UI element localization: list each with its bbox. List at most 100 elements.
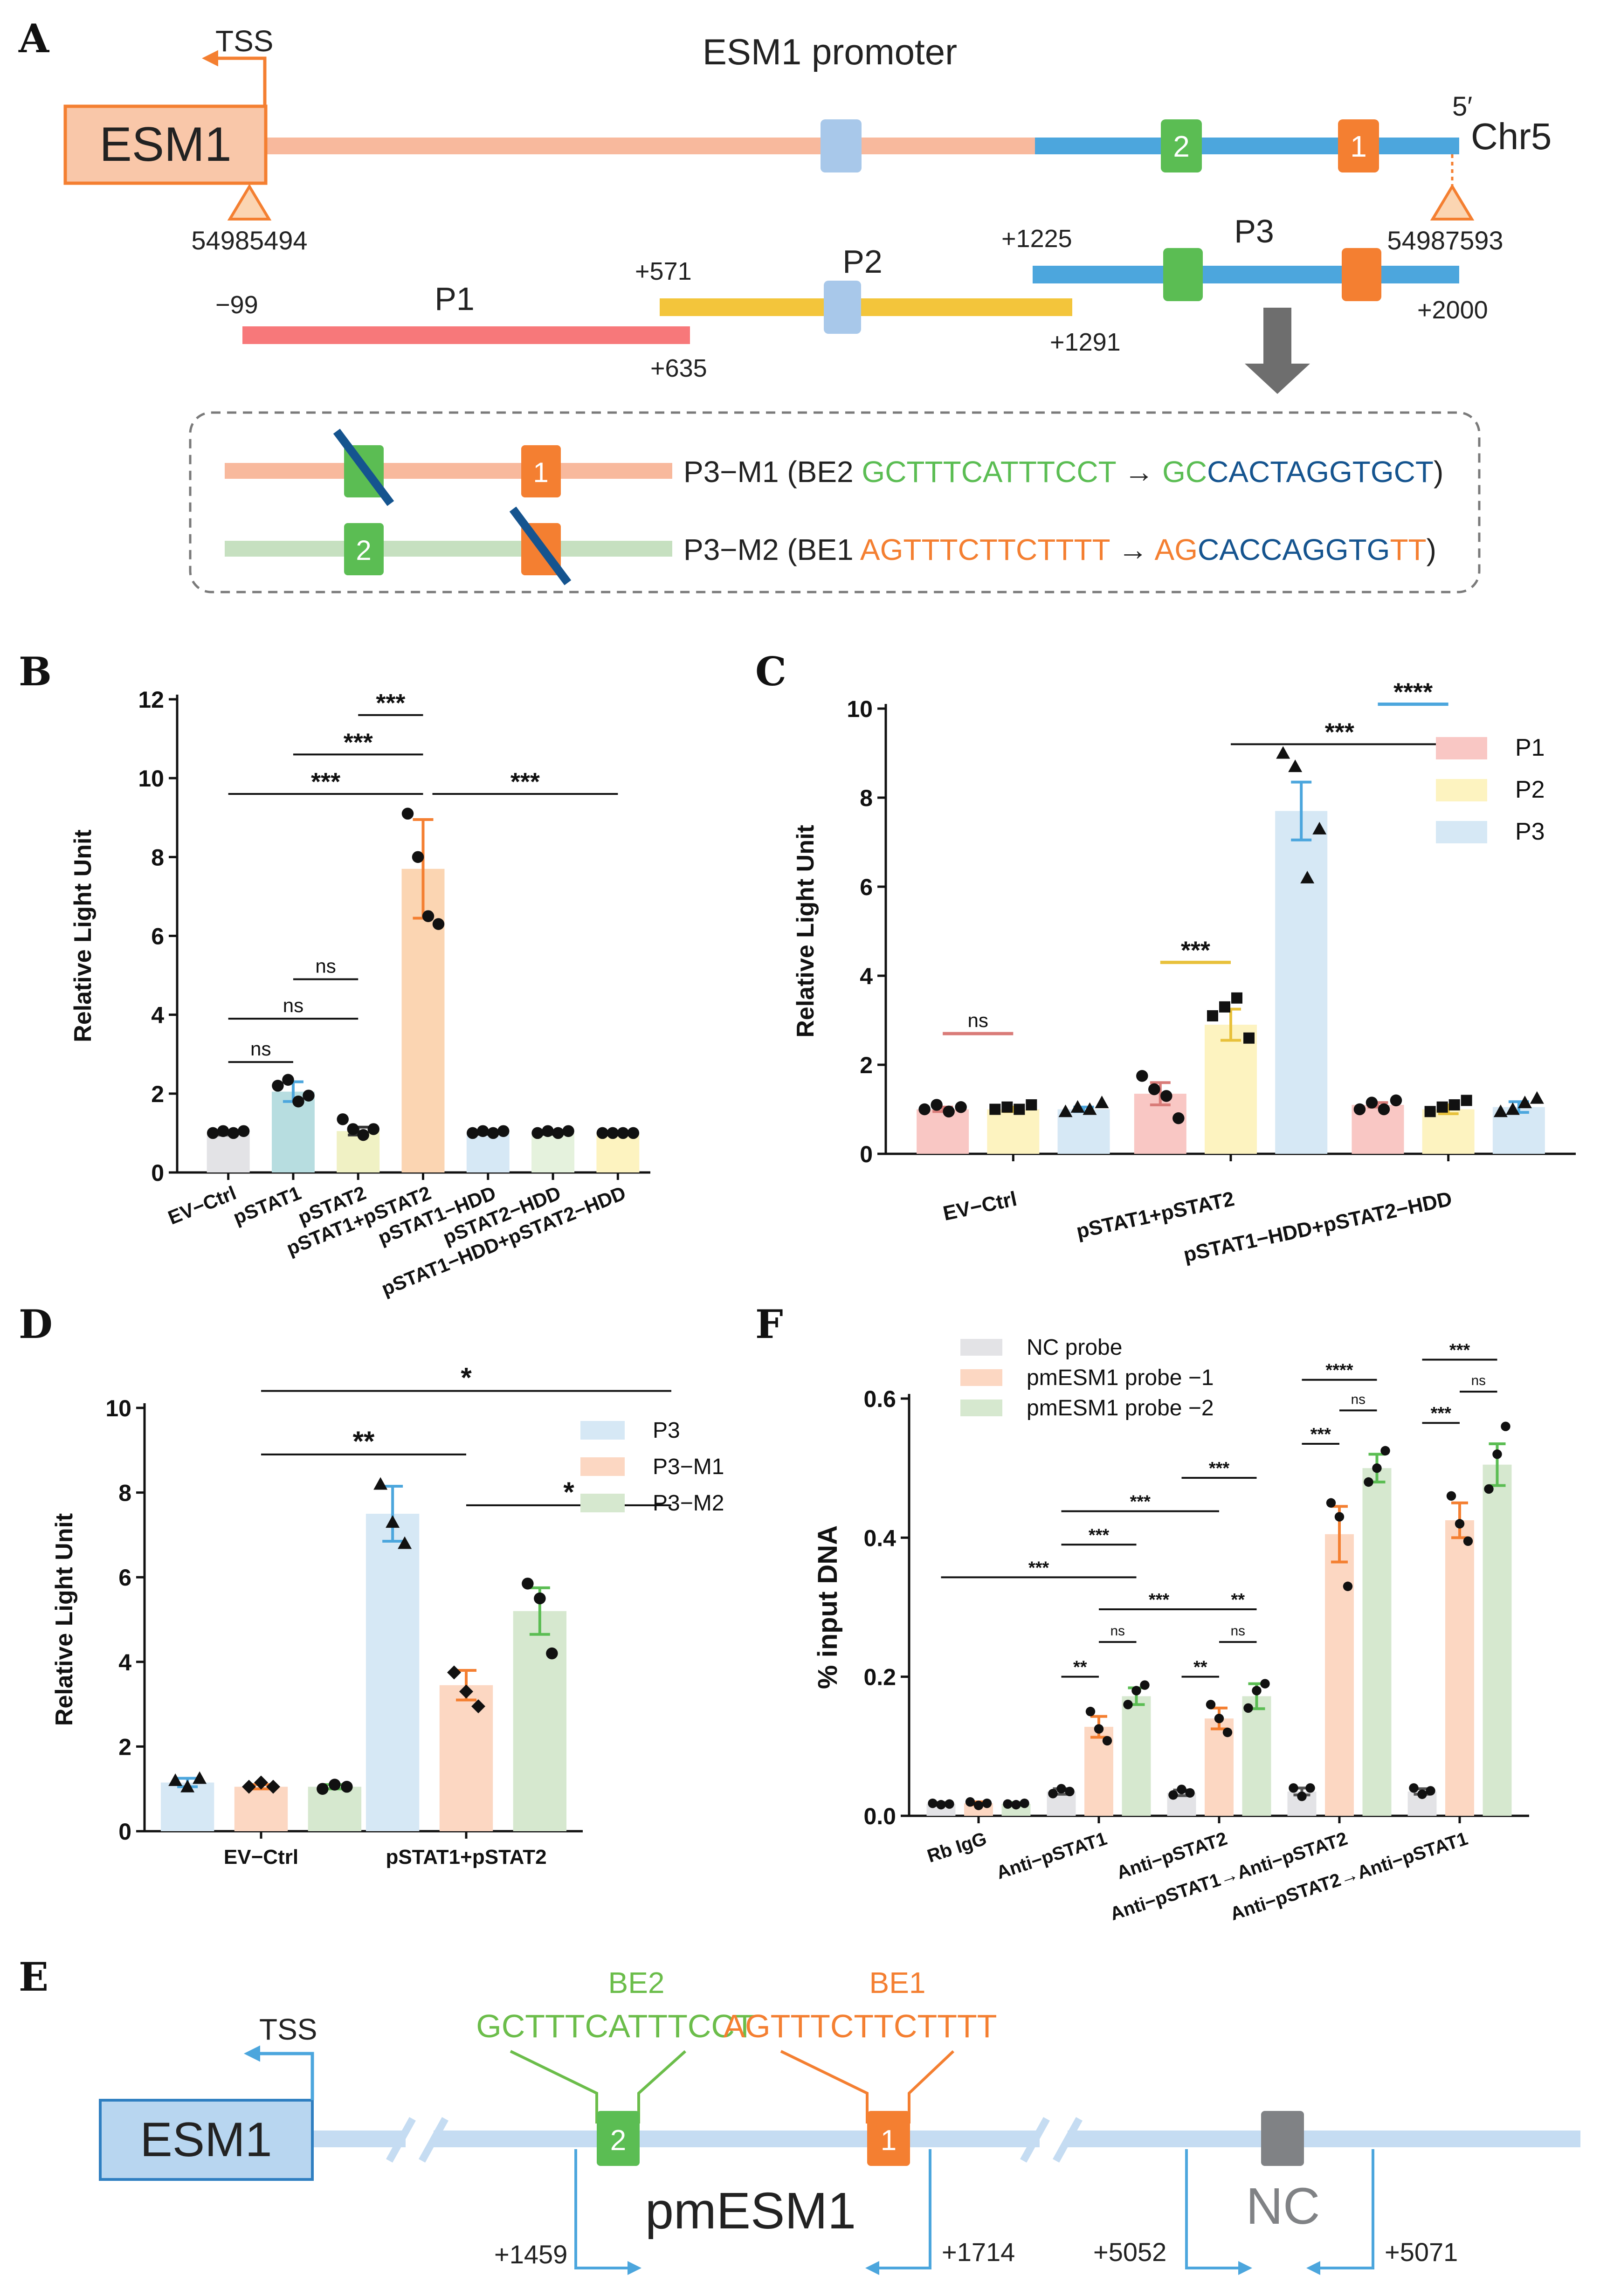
data-point [292, 1096, 304, 1108]
mutant-m1-text: P3−M1 (BE2 GCTTTCATTTCCT → GCCACTAGGTGCT… [683, 455, 1443, 489]
data-point [266, 1779, 280, 1794]
data-point [1463, 1536, 1473, 1546]
locus-line-3 [1068, 2131, 1580, 2147]
primer-left-arrow [574, 2149, 641, 2275]
data-point [1148, 1083, 1160, 1096]
y-tick-label: 12 [138, 687, 164, 713]
data-point [542, 1125, 554, 1137]
data-point [367, 1123, 379, 1135]
data-point [1231, 992, 1242, 1004]
y-tick-label: 10 [138, 765, 164, 792]
data-point [180, 1779, 195, 1793]
significance-label: *** [311, 768, 340, 796]
data-point [1343, 1581, 1353, 1591]
bar [1362, 1468, 1392, 1816]
panel-a: A ESM1 promoter ESM1 TSS 2 1 5′ Chr5 549… [18, 15, 1552, 593]
data-point [1058, 1104, 1073, 1117]
break-mark-1b [419, 2117, 448, 2163]
fragment-p2-box [824, 281, 861, 334]
panel-label-b: B [19, 648, 52, 695]
data-point [607, 1127, 619, 1139]
data-point [303, 1089, 315, 1102]
legend-label: P3−M1 [653, 1455, 724, 1479]
data-point [1003, 1799, 1013, 1809]
bar [1445, 1520, 1474, 1816]
data-point [1056, 1784, 1066, 1794]
binding-box-be2-label: 2 [1173, 130, 1190, 163]
data-point [1353, 1103, 1366, 1116]
significance-label: *** [376, 689, 405, 717]
y-tick-label: 2 [860, 1052, 873, 1078]
legend-swatch [580, 1494, 625, 1512]
data-point [1160, 1090, 1172, 1102]
gene-label-esm1-e: ESM1 [140, 2113, 272, 2167]
legend-label: P3 [653, 1418, 680, 1443]
data-point [1288, 759, 1303, 772]
promoter-title: ESM1 promoter [703, 31, 957, 72]
legend-swatch [960, 1369, 1002, 1386]
mutant-m2-box-be2 [344, 523, 384, 575]
data-point [552, 1127, 564, 1139]
binding-box-be1-label: 1 [1350, 130, 1367, 163]
significance-label: ns [315, 955, 336, 977]
data-point [217, 1125, 229, 1137]
y-tick-label: 0.6 [863, 1386, 896, 1412]
y-axis-label: % input DNA [813, 1525, 843, 1689]
data-point [1001, 1101, 1013, 1113]
data-point [471, 1699, 485, 1714]
nc-primer-right-arrow [1306, 2149, 1374, 2275]
data-point [1243, 1032, 1255, 1044]
y-tick-label: 10 [847, 696, 873, 722]
data-point [1131, 1686, 1141, 1696]
data-point [1390, 1094, 1402, 1107]
significance-label: ** [353, 1426, 375, 1457]
gene-box-esm1-e [99, 2099, 314, 2181]
data-point [931, 1099, 943, 1111]
y-tick-label: 8 [151, 844, 164, 870]
data-point [272, 1080, 284, 1092]
y-tick-label: 4 [860, 963, 873, 989]
significance-label: *** [1028, 1558, 1049, 1578]
bar [207, 1133, 250, 1172]
data-point [1461, 1095, 1472, 1106]
panel-label-e: E [19, 1954, 48, 2000]
fragment-p1-end: +635 [650, 354, 707, 382]
x-tick-label: pSTAT1+pSTAT2 [1074, 1187, 1236, 1243]
x-tick-label: pSTAT1 [230, 1182, 304, 1229]
data-point [237, 1125, 250, 1137]
mutation-arrow [1245, 308, 1310, 394]
y-tick-label: 6 [860, 874, 873, 900]
fragment-p3-name: P3 [1234, 213, 1274, 249]
data-point [1424, 1106, 1436, 1117]
be2-sequence: GCTTTCATTTCCT [476, 2008, 754, 2044]
data-point [254, 1775, 268, 1790]
y-tick-label: 2 [151, 1081, 164, 1107]
legend-swatch [960, 1339, 1002, 1356]
significance-label: *** [1149, 1590, 1170, 1610]
nc-label: NC [1246, 2178, 1320, 2235]
data-point [1094, 1724, 1104, 1734]
break-mark-2a [1020, 2117, 1050, 2163]
coord-1459: +1459 [494, 2240, 567, 2269]
mutant-m1-box-be1-label: 1 [533, 457, 548, 488]
region-label: pmESM1 [645, 2182, 856, 2240]
y-tick-label: 2 [118, 1734, 131, 1760]
binding-box-lightblue [821, 119, 862, 172]
data-point [1334, 1512, 1345, 1522]
data-point [398, 1536, 412, 1549]
fragment-p3-box-be1 [1342, 248, 1381, 301]
data-point [373, 1477, 388, 1490]
data-point [447, 1665, 461, 1680]
data-point [168, 1773, 183, 1786]
x-tick-label: Anti−pSTAT1 [994, 1828, 1110, 1883]
data-point [1065, 1786, 1075, 1796]
promoter-line-p3-highlight [1035, 138, 1459, 154]
data-point [1102, 1736, 1112, 1746]
fragment-p1-start: −99 [215, 291, 258, 319]
data-point [1492, 1449, 1502, 1459]
binding-box-be1 [1338, 119, 1379, 172]
legend-swatch [580, 1457, 625, 1476]
data-point [317, 1783, 329, 1795]
chart-d: 0 2 4 6 8 10 Relative Light Unit EV−Ctrl pSTAT1+… [51, 1362, 724, 1869]
legend-label: P3 [1515, 818, 1545, 845]
